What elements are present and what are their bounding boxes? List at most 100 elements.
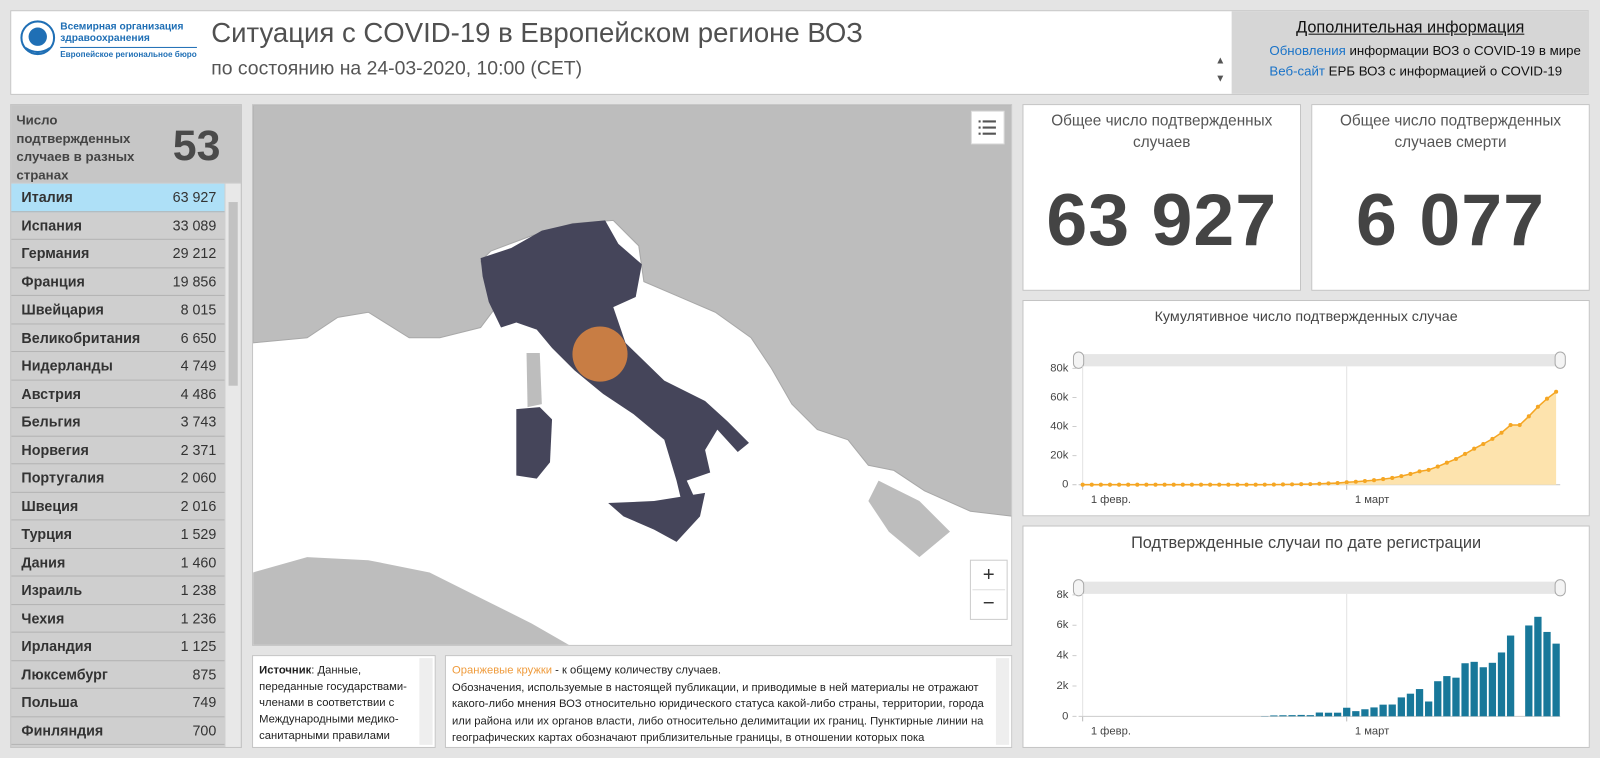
country-row[interactable]: Португалия 2 060 xyxy=(11,464,225,493)
point xyxy=(1308,482,1313,487)
country-name: Ирландия xyxy=(21,638,92,655)
bar xyxy=(1333,712,1342,717)
x-tick-label: 1 февр. xyxy=(1091,726,1131,738)
point xyxy=(1235,482,1240,487)
y-tick-label: 8k xyxy=(1057,589,1069,601)
point xyxy=(1244,482,1249,487)
scrollbar[interactable] xyxy=(225,183,241,747)
country-row[interactable]: Австрия 4 486 xyxy=(11,380,225,409)
point xyxy=(1098,482,1103,487)
page-title: Ситуация с COVID-19 в Европейском регион… xyxy=(211,17,863,48)
slider-handle xyxy=(1072,351,1085,369)
chart-title: Кумулятивное число подтвержденных случае xyxy=(1155,309,1458,325)
country-row[interactable]: Чехия 1 236 xyxy=(11,605,225,633)
country-row[interactable]: Германия 29 212 xyxy=(11,240,225,268)
case-circle[interactable] xyxy=(572,326,628,382)
point xyxy=(1344,480,1349,485)
kpi-value: 6 077 xyxy=(1356,179,1545,262)
country-row[interactable]: Финляндия 700 xyxy=(11,717,225,745)
country-row[interactable]: Швеция 2 016 xyxy=(11,492,225,521)
y-tick-label: 60k xyxy=(1050,391,1068,403)
point xyxy=(1517,422,1522,428)
y-tick-label: 80k xyxy=(1050,362,1068,374)
point xyxy=(1408,471,1413,477)
country-name: Великобритания xyxy=(21,329,141,346)
x-tick-label: 1 февр. xyxy=(1091,494,1131,506)
point xyxy=(1135,482,1140,487)
point xyxy=(1326,481,1331,486)
point xyxy=(1226,482,1231,487)
country-name: Швеция xyxy=(21,497,79,515)
map-canvas[interactable]: + − xyxy=(253,105,1012,646)
bar xyxy=(1452,677,1460,717)
point xyxy=(1399,474,1404,479)
country-name: Португалия xyxy=(21,469,105,486)
country-row[interactable]: Израиль 1 238 xyxy=(11,577,225,605)
country-row[interactable]: Дания 1 460 xyxy=(11,548,225,577)
bar xyxy=(1534,616,1542,717)
country-row[interactable]: Франция 19 856 xyxy=(11,268,225,296)
country-value: 6 650 xyxy=(180,329,217,346)
country-row[interactable]: Нидерланды 4 749 xyxy=(11,352,225,381)
info-link[interactable]: Веб-сайт xyxy=(1269,63,1325,79)
info-text: ЕРБ ВОЗ с информацией о COVID-19 xyxy=(1324,63,1563,79)
bar xyxy=(1488,662,1497,717)
country-row[interactable]: Испания 33 089 xyxy=(11,212,225,240)
zoom-in[interactable]: + xyxy=(983,564,995,586)
country-row[interactable]: Ирландия 1 125 xyxy=(11,633,225,661)
scrollbar[interactable] xyxy=(995,658,1010,745)
kpi-card: Общее число подтвержденных случаев смерт… xyxy=(1311,104,1590,291)
info-line: Веб-сайт ЕРБ ВОЗ с информацией о COVID-1… xyxy=(1269,63,1588,78)
country-name: Турция xyxy=(21,525,73,543)
x-tick-label: 1 март xyxy=(1355,494,1389,506)
country-name: Италия xyxy=(21,189,73,206)
bar xyxy=(1361,709,1369,717)
bar xyxy=(1370,707,1378,717)
country-row[interactable]: Польша 749 xyxy=(11,689,225,717)
source-label: Источник xyxy=(259,664,312,677)
scroll-arrows[interactable]: ▲ ▼ xyxy=(1215,55,1226,85)
country-row[interactable]: Швейцария 8 015 xyxy=(11,296,225,324)
info-link[interactable]: Обновления xyxy=(1269,42,1346,59)
point xyxy=(1444,460,1449,465)
country-italy[interactable] xyxy=(516,407,553,479)
bar xyxy=(1552,643,1560,717)
country-row[interactable]: Великобритания 6 650 xyxy=(11,324,225,353)
scroll-thumb[interactable] xyxy=(228,202,238,386)
bar xyxy=(1352,711,1360,717)
point xyxy=(1463,451,1468,456)
country-row[interactable]: Турция 1 529 xyxy=(11,520,225,549)
country-value: 2 060 xyxy=(180,469,217,486)
point xyxy=(1381,477,1386,482)
zoom-out[interactable]: − xyxy=(983,592,995,614)
land xyxy=(868,480,951,558)
point xyxy=(1371,478,1377,483)
scrollbar[interactable] xyxy=(419,658,433,745)
bar xyxy=(1415,689,1424,717)
y-tick-label: 4k xyxy=(1057,650,1069,662)
country-row[interactable]: Бельгия 3 743 xyxy=(11,408,225,437)
country-name: Бельгия xyxy=(21,413,81,430)
y-tick-label: 2k xyxy=(1057,680,1069,692)
country-value: 63 927 xyxy=(172,189,217,206)
bar xyxy=(1343,707,1351,717)
point xyxy=(1153,482,1158,487)
country-row[interactable]: Италия 63 927 xyxy=(11,183,225,212)
notes-panel: Оранжевые кружки - к общему количеству с… xyxy=(444,655,1013,748)
country-italy[interactable] xyxy=(608,492,706,542)
country-value: 1 236 xyxy=(180,609,217,627)
bar xyxy=(1297,714,1305,717)
map[interactable]: + − xyxy=(252,104,1013,646)
country-value: 3 743 xyxy=(180,413,217,430)
country-list: Число подтвержденных случаев в разных ст… xyxy=(10,104,242,748)
country-value: 4 749 xyxy=(180,357,217,374)
country-name: Германия xyxy=(21,245,90,262)
list-rows: Италия 63 927 Испания 33 089 Германия 29 212 Ф… xyxy=(11,183,225,745)
country-row[interactable]: Норвегия 2 371 xyxy=(11,436,225,465)
chart-panel: Подтвержденные случаи по дате регистраци… xyxy=(1022,525,1590,748)
point xyxy=(1262,482,1267,487)
country-row[interactable]: Люксембург 875 xyxy=(11,661,225,689)
point xyxy=(1080,482,1085,487)
country-value: 8 015 xyxy=(180,301,217,318)
point xyxy=(1162,482,1167,487)
